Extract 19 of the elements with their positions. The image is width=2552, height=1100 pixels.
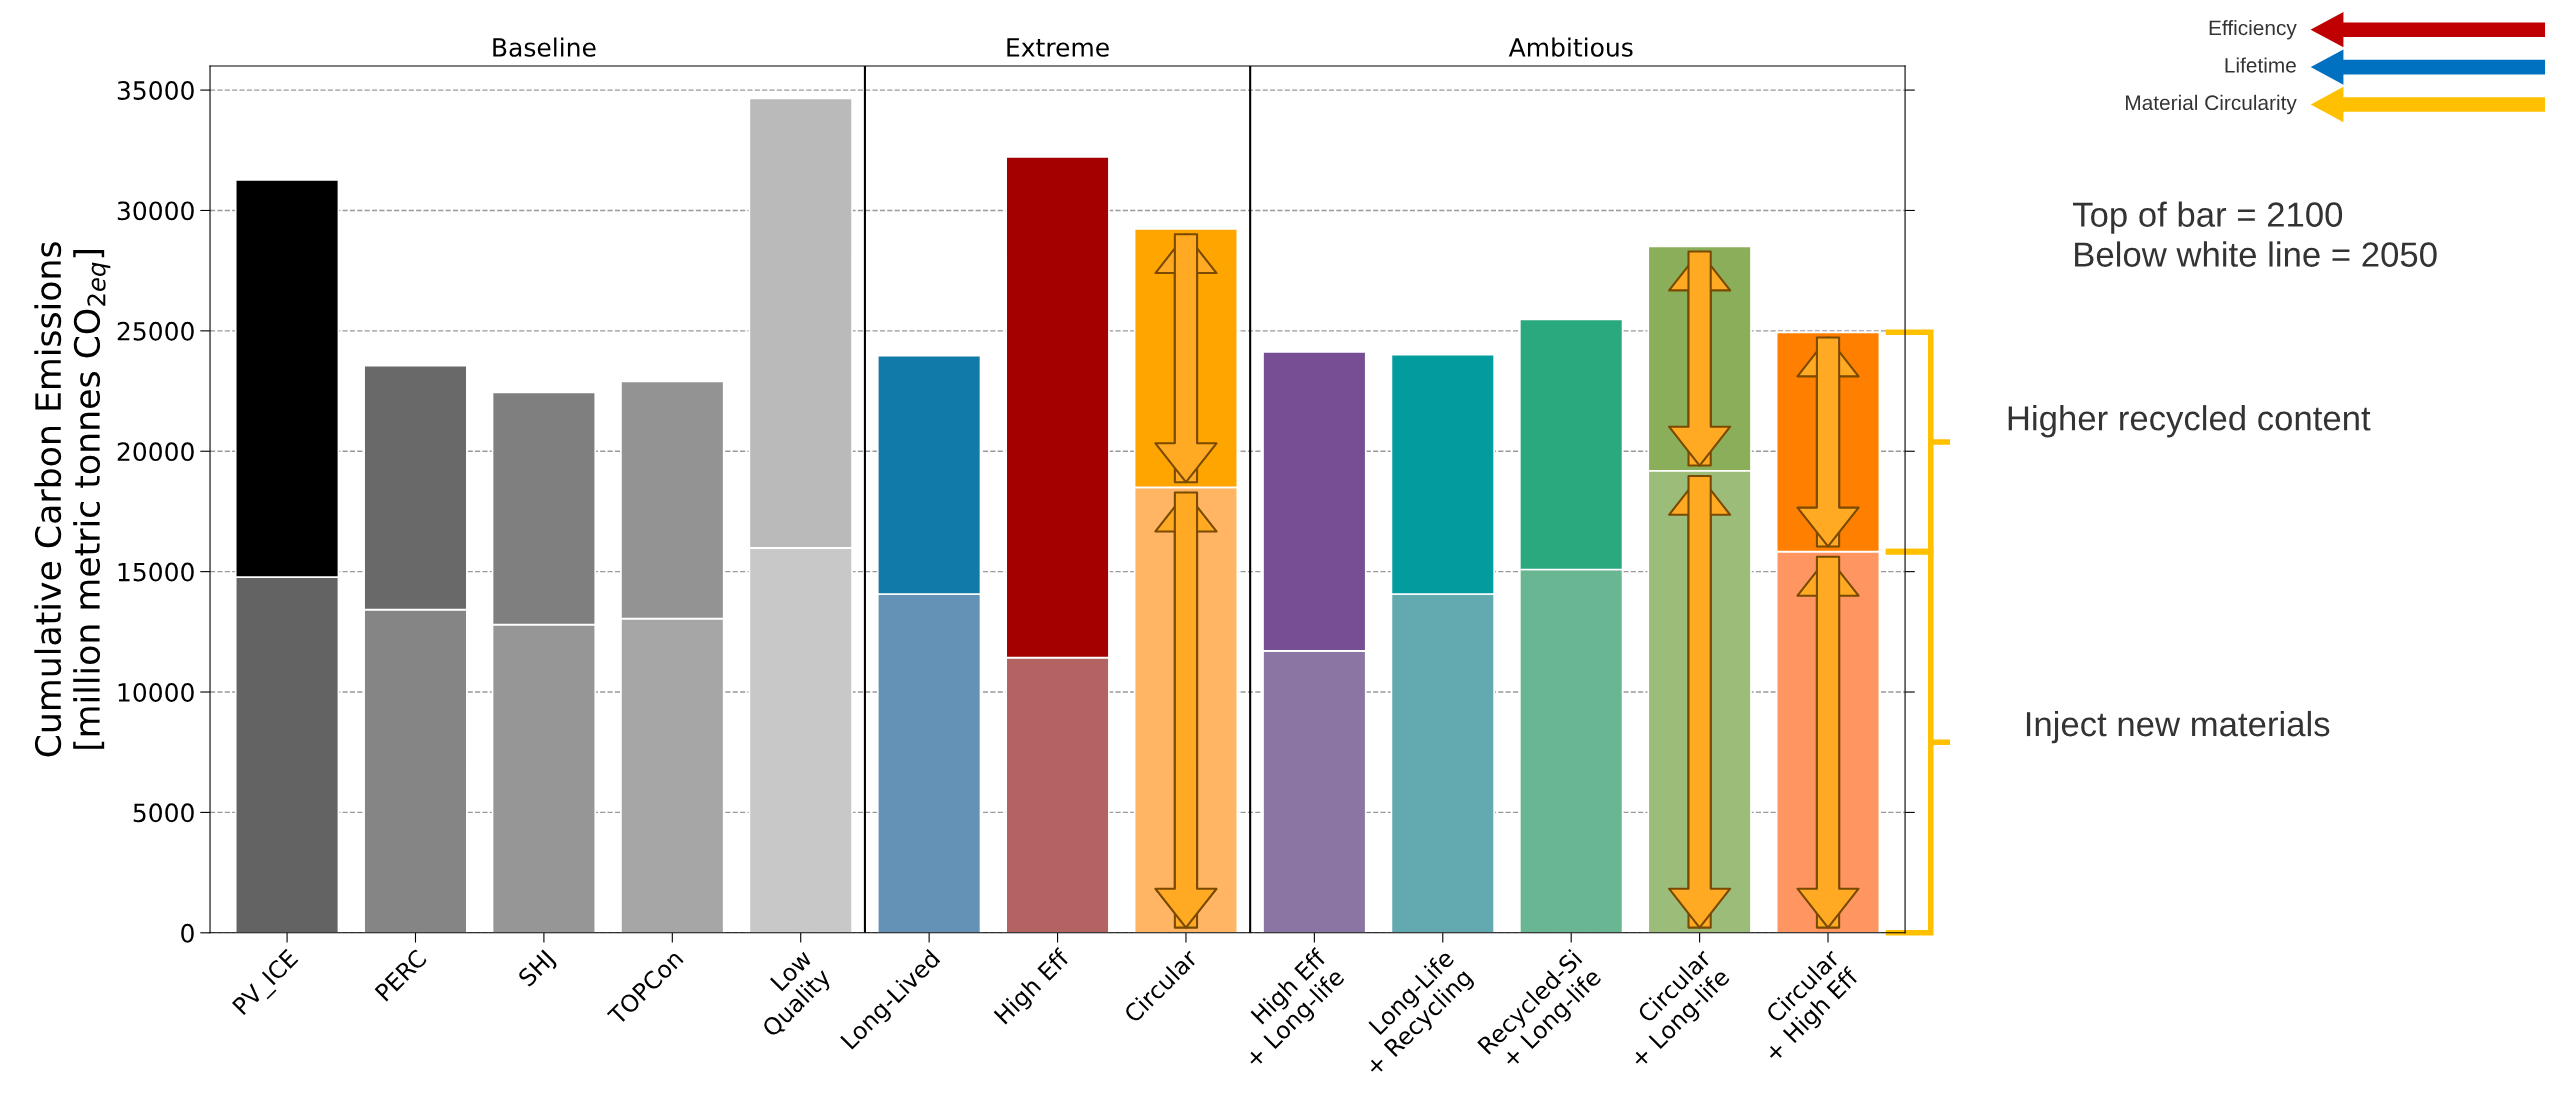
text: Inject new materials [2026,710,2330,744]
y-tick-label: 25000 [117,321,194,341]
text: Top of bar = 2100 Below white line = 2050 [2073,201,2437,267]
text: Baseline [493,37,596,57]
x-tick-label: SHJ [517,949,559,991]
text: Higher recycled content [2008,405,2371,438]
y-tick-label: 15000 [118,562,194,582]
text: Extreme [1007,38,1109,57]
y-axis-title: Cumulative Carbon Emissions [million metric tonnes CO$_{2eq}$] [34,242,111,757]
text: Ambitious [1508,37,1633,57]
y-tick-label: 5000 [133,803,194,823]
y-tick-label: 30000 [117,201,194,221]
y-tick-label: 10000 [118,682,194,702]
y-tick-label: 35000 [117,81,194,100]
y-tick-label: 0 [181,923,194,943]
y-tick-label: 20000 [117,442,194,462]
text: Efficiency [2209,19,2297,40]
text: Lifetime [2225,57,2296,73]
text: Material Circularity [2126,94,2297,115]
